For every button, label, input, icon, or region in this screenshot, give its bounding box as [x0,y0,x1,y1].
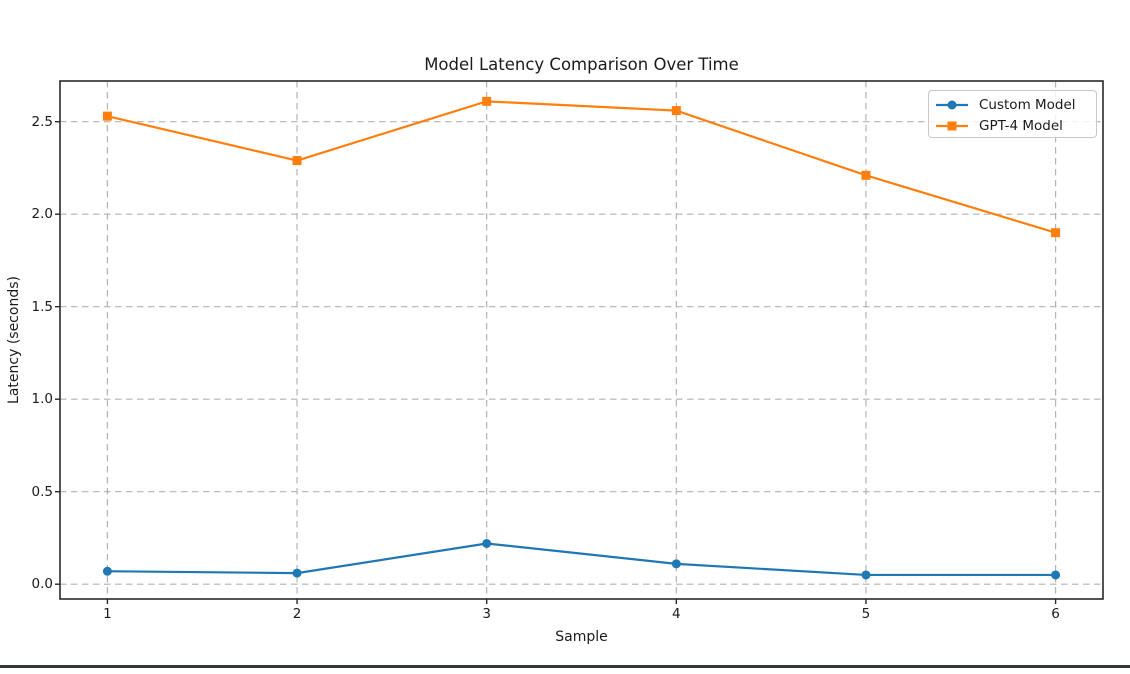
series-line-1 [107,100,1056,234]
x-tick-label: 2 [292,606,302,622]
data-point-square [102,111,112,121]
x-tick-label: 1 [103,606,112,622]
y-axis-label: Latency (seconds) [6,276,22,404]
legend-line-square-icon [936,121,968,130]
x-tick-label: 4 [672,606,681,622]
legend-label: GPT-4 Model [979,117,1063,134]
data-point-square [482,96,492,106]
x-tick-label: 3 [482,606,491,622]
legend-line-circle-icon [936,100,968,109]
data-point-square [1051,228,1061,238]
y-tick-label: 0.5 [31,483,53,500]
data-point-circle [671,559,681,569]
y-tick-label: 1.5 [31,298,53,315]
data-point-square [861,170,871,180]
legend-item-custom-model: Custom Model [935,94,1090,115]
legend-item-gpt4-model: GPT-4 Model [935,115,1090,136]
y-tick-label: 2.0 [31,206,53,223]
y-tick-label: 0.0 [31,576,53,593]
data-point-square [671,106,681,116]
data-point-circle [861,570,871,580]
data-point-circle [482,539,492,548]
legend-label: Custom Model [979,96,1076,113]
series-line-0 [107,542,1056,577]
x-axis-label: Sample [555,629,608,645]
axes-frame [59,80,1104,600]
data-point-circle [1051,570,1061,580]
data-point-circle [102,566,112,576]
y-tick-label: 2.5 [31,113,53,130]
bottom-divider [0,665,1130,668]
y-tick-label: 1.0 [31,391,53,408]
data-point-square [292,156,302,166]
x-tick-label: 6 [1051,606,1060,622]
x-tick-label: 5 [861,606,871,622]
data-point-circle [292,568,302,578]
chart-title: Model Latency Comparison Over Time [424,55,739,74]
legend: Custom Model GPT-4 Model [928,90,1097,138]
